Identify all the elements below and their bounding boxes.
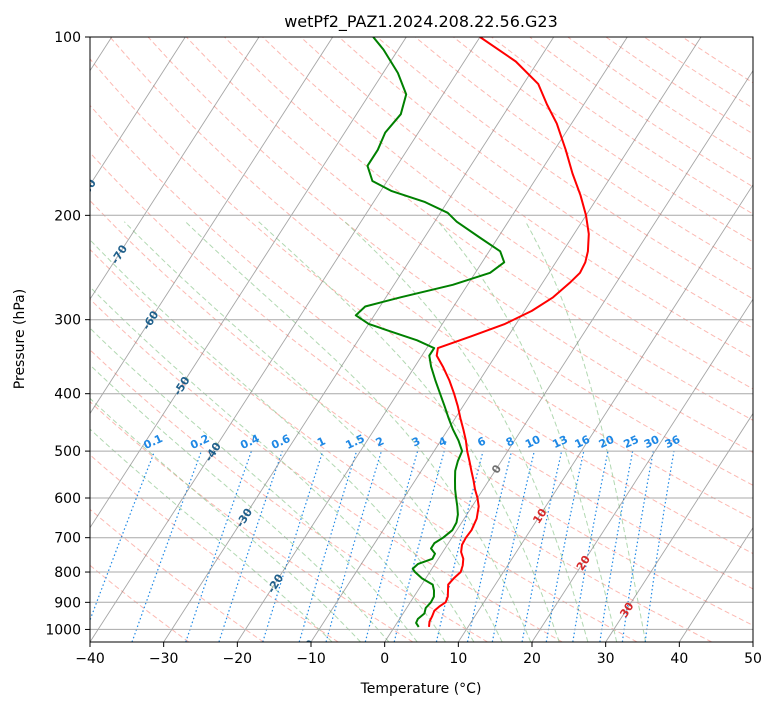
dry-adiabat [376,37,753,300]
isotherm-line [90,37,407,529]
mixing-ratio-line [491,450,535,642]
y-tick-label: 1000 [45,622,81,638]
dry-adiabat [90,454,339,642]
moist-adiabat [123,221,503,642]
moist-adiabat [90,364,390,642]
mixing-ratio-line [298,450,358,642]
mixing-ratio-line [262,450,324,642]
mixing-ratio-label: 20 [597,433,617,451]
y-tick-label: 900 [54,595,81,611]
dry-adiabat [90,298,563,642]
y-tick-label: 500 [54,444,81,460]
y-axis: 100 200 300 400 500 600 700 800 900 1000 [45,30,90,638]
dry-adiabat [147,37,753,486]
dry-adiabat [109,37,753,520]
isotherm-line [90,37,481,642]
y-tick-label: 700 [54,531,81,547]
mixing-ratio-label: 36 [663,433,683,451]
y-tick-label: 300 [54,313,81,329]
isotherm-label: -80 [77,177,99,201]
mixing-ratio-label: 25 [622,433,641,451]
dry-adiabat [185,37,753,454]
y-tick-label: 100 [54,30,81,46]
y-tick-label: 600 [54,491,81,507]
mixing-ratio-label: 13 [550,433,569,451]
x-axis: −40 −30 −20 −10 0 10 20 30 40 50 [75,642,762,667]
temperature-profile [428,37,590,627]
mixing-ratio-line [218,450,283,642]
x-tick-label: 40 [670,651,688,667]
profiles [354,37,590,628]
dry-adiabat [224,37,753,421]
mixing-ratio-line [621,450,654,642]
dry-adiabat [90,508,264,642]
x-tick-label: 50 [744,651,762,667]
isotherm-line [90,37,260,300]
dry-adiabat [90,104,753,590]
mixing-ratio-line [185,450,252,642]
isotherm-line [384,69,753,642]
isotherm-line [678,526,753,642]
isotherm-line [310,37,702,642]
y-axis-label: Pressure (hPa) [12,289,28,389]
dry-adiabat [338,37,753,329]
mixing-ratio-line [325,450,382,642]
y-tick-label: 200 [54,208,81,224]
moist-adiabat [90,286,446,642]
isotherm-label: -10 [296,637,318,661]
chart-title: wetPf2_PAZ1.2024.208.22.56.G23 [284,12,558,32]
x-tick-label: −10 [296,651,326,667]
mixing-ratio-line [466,450,513,642]
x-tick-label: 20 [523,651,541,667]
isotherm-line [457,184,753,642]
moist-adiabat [90,239,475,642]
isotherm-line [163,37,555,642]
y-tick-label: 800 [54,565,81,581]
mixing-ratio-label: 30 [642,433,662,451]
mixing-ratio-line [90,450,156,622]
x-axis-label: Temperature (°C) [360,681,482,697]
mixing-ratio-line [435,450,484,642]
x-tick-label: 0 [380,651,389,667]
isotherm-line [90,37,334,415]
isotherm-line [90,37,186,186]
x-tick-label: −30 [149,651,179,667]
plot-frame [89,36,754,643]
isotherm-line [605,412,753,642]
mixing-ratio-line [364,450,419,642]
moist-adiabat [90,397,361,642]
x-tick-label: 30 [597,651,615,667]
moist-adiabat [90,327,418,642]
x-tick-label: 10 [449,651,467,667]
dry-adiabat [90,349,488,642]
dewpoint-profile [354,37,506,628]
mixing-ratio-label: 16 [573,433,593,451]
y-tick-label: 400 [54,387,81,403]
mixing-ratio-label: 10 [523,433,543,451]
moist-adiabat [344,221,589,642]
x-tick-label: −20 [223,651,253,667]
moist-adiabat [437,221,618,642]
dry-adiabat [90,151,753,626]
mixing-ratio-line [644,450,675,642]
dry-adiabat [300,37,753,359]
dry-adiabat [90,199,712,642]
x-tick-label: −40 [75,651,105,667]
moist-adiabat [258,221,560,642]
isotherm-line [531,298,753,642]
